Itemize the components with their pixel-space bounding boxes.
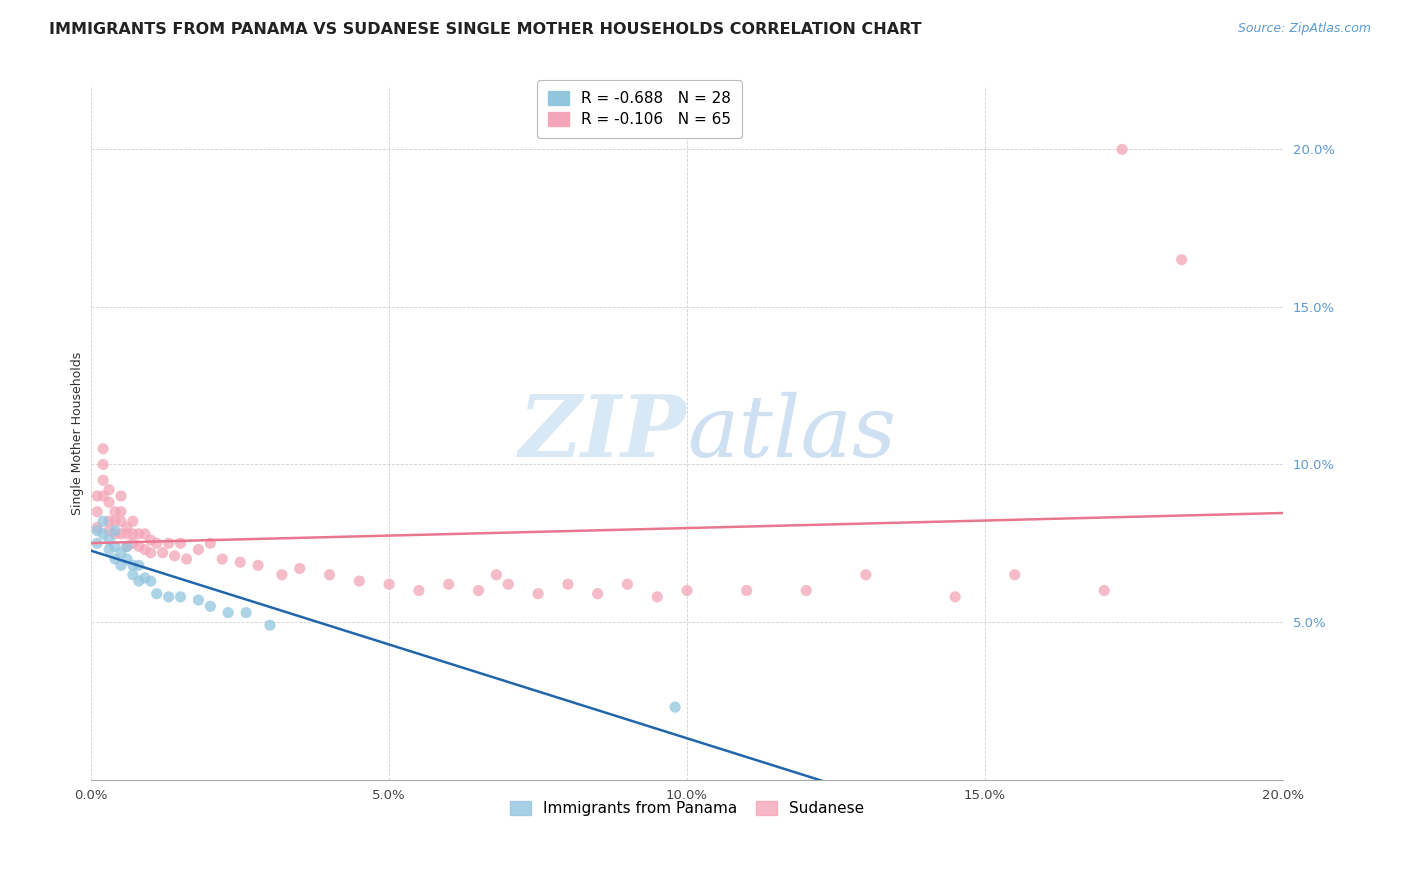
Point	[235, 606, 257, 620]
Point	[943, 590, 966, 604]
Point	[1170, 252, 1192, 267]
Point	[98, 542, 121, 557]
Point	[98, 514, 121, 528]
Point	[91, 489, 114, 503]
Point	[110, 505, 132, 519]
Point	[86, 536, 108, 550]
Point	[122, 514, 145, 528]
Point	[1111, 142, 1133, 156]
Point	[128, 558, 150, 573]
Point	[115, 520, 138, 534]
Point	[134, 526, 156, 541]
Point	[104, 524, 127, 538]
Text: atlas: atlas	[688, 392, 896, 475]
Point	[187, 593, 209, 607]
Point	[98, 524, 121, 538]
Point	[378, 577, 401, 591]
Point	[128, 540, 150, 554]
Point	[676, 583, 699, 598]
Point	[98, 483, 121, 497]
Point	[139, 574, 162, 588]
Point	[664, 700, 686, 714]
Point	[122, 567, 145, 582]
Point	[259, 618, 281, 632]
Point	[98, 495, 121, 509]
Point	[110, 546, 132, 560]
Point	[288, 561, 311, 575]
Point	[211, 552, 233, 566]
Point	[104, 514, 127, 528]
Point	[645, 590, 668, 604]
Point	[200, 599, 222, 614]
Point	[169, 536, 191, 550]
Point	[128, 574, 150, 588]
Point	[104, 552, 127, 566]
Point	[176, 552, 198, 566]
Point	[91, 458, 114, 472]
Point	[91, 526, 114, 541]
Point	[794, 583, 817, 598]
Point	[110, 489, 132, 503]
Point	[134, 571, 156, 585]
Text: ZIP: ZIP	[519, 392, 688, 475]
Point	[616, 577, 638, 591]
Point	[122, 558, 145, 573]
Point	[527, 587, 550, 601]
Point	[145, 536, 167, 550]
Point	[110, 558, 132, 573]
Point	[91, 514, 114, 528]
Point	[1092, 583, 1115, 598]
Point	[104, 540, 127, 554]
Point	[735, 583, 758, 598]
Point	[86, 520, 108, 534]
Point	[157, 590, 180, 604]
Point	[110, 514, 132, 528]
Point	[115, 540, 138, 554]
Point	[128, 526, 150, 541]
Point	[229, 555, 252, 569]
Point	[318, 567, 340, 582]
Text: IMMIGRANTS FROM PANAMA VS SUDANESE SINGLE MOTHER HOUSEHOLDS CORRELATION CHART: IMMIGRANTS FROM PANAMA VS SUDANESE SINGL…	[49, 22, 922, 37]
Point	[163, 549, 186, 563]
Point	[98, 533, 121, 548]
Point	[485, 567, 508, 582]
Point	[200, 536, 222, 550]
Point	[145, 587, 167, 601]
Point	[122, 536, 145, 550]
Point	[104, 526, 127, 541]
Point	[110, 526, 132, 541]
Point	[498, 577, 520, 591]
Point	[139, 546, 162, 560]
Point	[855, 567, 877, 582]
Point	[586, 587, 609, 601]
Point	[86, 489, 108, 503]
Point	[91, 442, 114, 456]
Point	[467, 583, 489, 598]
Point	[86, 524, 108, 538]
Legend: Immigrants from Panama, Sudanese: Immigrants from Panama, Sudanese	[502, 793, 872, 824]
Point	[115, 526, 138, 541]
Point	[169, 590, 191, 604]
Point	[557, 577, 579, 591]
Point	[187, 542, 209, 557]
Point	[437, 577, 460, 591]
Point	[115, 552, 138, 566]
Point	[247, 558, 270, 573]
Point	[134, 542, 156, 557]
Y-axis label: Single Mother Households: Single Mother Households	[72, 351, 84, 515]
Point	[270, 567, 292, 582]
Point	[86, 505, 108, 519]
Point	[91, 473, 114, 487]
Point	[157, 536, 180, 550]
Point	[104, 505, 127, 519]
Point	[349, 574, 371, 588]
Point	[139, 533, 162, 548]
Point	[217, 606, 239, 620]
Point	[1004, 567, 1026, 582]
Point	[122, 526, 145, 541]
Text: Source: ZipAtlas.com: Source: ZipAtlas.com	[1237, 22, 1371, 36]
Point	[152, 546, 174, 560]
Point	[115, 540, 138, 554]
Point	[408, 583, 430, 598]
